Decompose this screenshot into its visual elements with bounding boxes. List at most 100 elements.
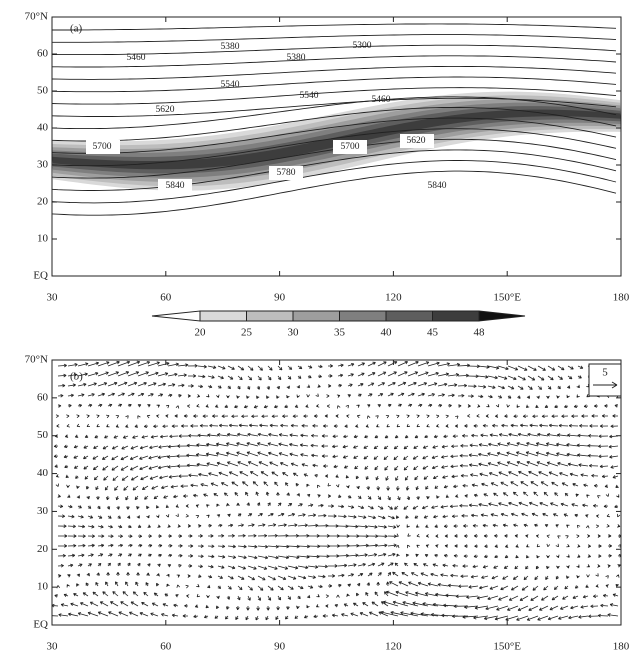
wind-arrow [393,455,399,461]
wind-arrow [137,534,143,538]
wind-arrow [87,372,99,377]
wind-arrow [539,502,549,507]
wind-arrow [441,455,449,459]
wind-arrow [161,613,169,617]
wind-arrow [175,405,180,409]
wind-arrow [68,612,79,617]
wind-arrow [96,423,100,428]
wind-arrow [422,445,429,449]
wind-arrow [94,434,99,439]
wind-arrow [77,543,86,548]
wind-arrow [523,491,529,497]
lon-label: 60 [160,641,172,653]
wind-arrow [397,495,401,501]
wind-arrow [481,482,489,487]
wind-arrow [57,494,61,498]
wind-arrow [513,523,519,527]
wind-arrow [67,494,71,498]
lat-label: 30 [37,159,49,171]
wind-arrow [297,503,303,507]
wind-arrow [269,423,279,428]
wind-arrow [278,433,289,437]
wind-arrow [327,514,337,518]
wind-arrow [473,493,479,498]
wind-arrow [516,404,520,408]
lon-label: 30 [47,292,59,304]
wind-arrow [296,493,300,497]
wind-arrow [177,373,187,377]
wind-arrow [387,495,391,501]
wind-arrow [476,414,480,418]
wind-arrow [498,471,509,477]
wind-arrow [277,565,289,570]
wind-arrow [554,404,559,409]
wind-arrow [572,595,579,599]
wind-arrow [87,534,95,538]
wind-arrow [277,502,282,507]
wind-arrow [451,474,459,479]
wind-arrow [279,462,289,467]
wind-arrow [112,591,119,597]
wind-arrow [87,563,92,567]
wind-arrow [292,414,299,418]
wind-arrow [527,432,539,437]
wind-arrow [436,424,440,428]
wind-arrow [146,514,150,519]
wind-arrow [617,564,621,568]
wind-arrow [551,595,559,601]
wind-arrow [165,414,169,418]
wind-arrow [457,383,468,388]
wind-arrow [246,385,251,390]
wind-arrow [576,524,581,529]
wind-arrow [422,602,439,607]
wind-arrow [159,434,169,439]
wind-arrow [397,371,408,377]
wind-arrow [343,434,349,439]
wind-arrow [203,493,209,497]
wind-arrow [86,572,90,577]
wind-arrow [226,442,239,447]
wind-arrow [206,594,210,599]
wind-arrow [67,563,74,568]
wind-arrow [104,485,109,491]
wind-arrow [306,604,310,609]
wind-arrow [413,465,419,471]
wind-arrow [506,404,510,408]
wind-arrow [267,502,271,507]
wind-arrow [196,593,201,598]
wind-arrow [125,581,129,587]
wind-arrow [196,403,200,408]
wind-arrow [247,555,258,560]
wind-arrow [434,554,439,558]
wind-arrow [367,534,379,538]
colorbar-label: 40 [381,327,393,339]
wind-arrow [410,611,429,617]
wind-arrow [566,394,570,399]
wind-arrow [347,524,359,529]
wind-arrow [457,393,465,398]
wind-arrow [167,454,179,459]
wind-arrow [183,414,188,418]
wind-arrow [377,371,387,377]
wind-arrow [555,543,559,548]
wind-arrow [447,362,461,367]
wind-arrow [165,404,170,409]
wind-arrow [85,485,90,490]
wind-arrow [414,475,419,481]
wind-arrow [121,445,129,450]
wind-arrow [147,524,151,528]
wind-arrow [546,555,550,559]
wind-arrow [176,584,180,588]
wind-arrow [557,375,563,380]
wind-arrow [175,594,179,598]
wind-arrow [247,461,259,467]
wind-arrow [73,445,79,449]
wind-arrow [247,432,259,437]
wind-arrow [84,434,89,438]
wind-arrow [540,481,549,487]
wind-arrow [505,544,509,548]
wind-arrow [128,611,139,617]
wind-arrow [566,443,579,447]
wind-arrow [424,554,429,558]
